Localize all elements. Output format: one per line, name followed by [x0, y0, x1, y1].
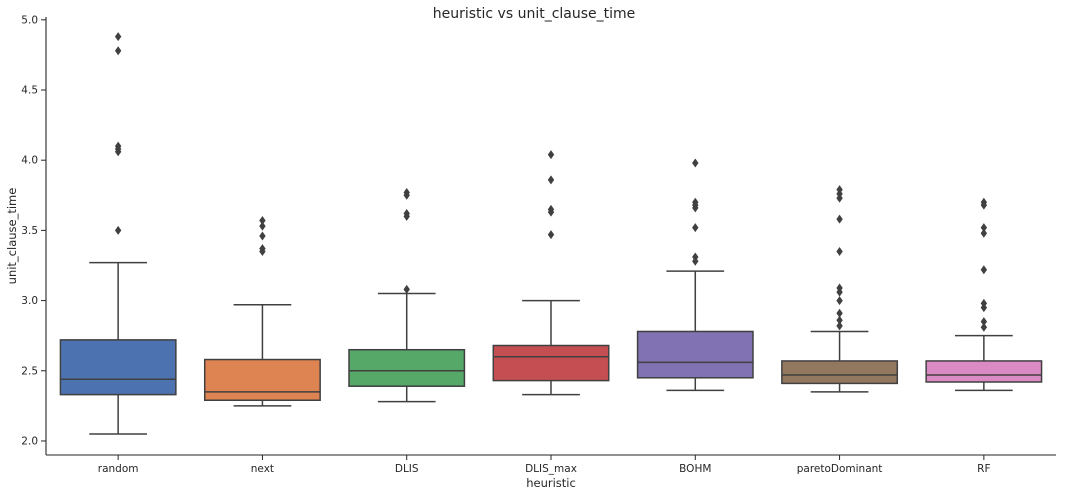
- outlier-point: [980, 317, 988, 327]
- outlier-point: [980, 298, 988, 308]
- outlier-point: [114, 141, 122, 151]
- outlier-point: [547, 230, 555, 240]
- x-tick-label-random: random: [98, 463, 139, 475]
- outlier-point: [259, 244, 266, 254]
- outlier-point: [114, 46, 122, 56]
- outlier-point: [836, 283, 843, 293]
- iqr-box: [203, 358, 321, 401]
- x-tick-label-DLIS_max: DLIS_max: [525, 463, 577, 475]
- outlier-point: [836, 315, 843, 325]
- outlier-point: [980, 223, 988, 233]
- y-tick-label: 3.0: [21, 295, 38, 307]
- outlier-point: [692, 223, 699, 233]
- chart-title: heuristic vs unit_clause_time: [433, 6, 636, 22]
- outlier-point: [403, 284, 410, 294]
- outlier-point: [692, 158, 699, 168]
- box-random: [59, 32, 177, 435]
- x-axis-ticks: random next DLIS DLIS_max BOHM paretoDominant…: [98, 455, 991, 475]
- y-axis-ticks: 2.0 2.5 3.0 3.5 4.0 4.5 5.0: [21, 14, 46, 447]
- y-tick-label: 4.5: [21, 85, 38, 97]
- box-BOHM: [636, 158, 754, 392]
- y-tick-label: 5.0: [21, 14, 38, 26]
- outlier-point: [836, 321, 843, 331]
- y-tick-label: 3.5: [21, 225, 38, 237]
- outlier-point: [114, 225, 122, 235]
- y-tick-label: 4.0: [21, 155, 38, 167]
- outlier-point: [403, 187, 410, 197]
- x-tick-label-paretoDominant: paretoDominant: [797, 463, 883, 475]
- x-tick-label-BOHM: BOHM: [679, 463, 711, 475]
- outlier-point: [836, 214, 843, 224]
- y-tick-label: 2.5: [21, 365, 38, 377]
- outlier-point: [980, 265, 988, 275]
- outlier-point: [547, 204, 555, 214]
- iqr-box: [492, 344, 610, 382]
- plot-area: [59, 32, 1043, 435]
- outlier-point: [692, 197, 699, 207]
- x-tick-label-RF: RF: [977, 463, 990, 475]
- outlier-point: [836, 246, 843, 256]
- outlier-point: [980, 228, 988, 238]
- x-axis-label: heuristic: [526, 476, 576, 490]
- x-tick-label-next: next: [251, 463, 274, 475]
- y-axis-label: unit_clause_time: [5, 188, 19, 285]
- outlier-point: [836, 308, 843, 318]
- iqr-box: [59, 339, 177, 396]
- outlier-point: [547, 150, 555, 160]
- outlier-point: [980, 322, 988, 332]
- outlier-point: [692, 252, 699, 262]
- box-DLIS_max: [492, 150, 610, 396]
- outlier-point: [547, 175, 555, 185]
- iqr-box: [925, 360, 1043, 383]
- outlier-point: [259, 216, 266, 226]
- box-RF: [925, 197, 1043, 392]
- iqr-box: [781, 360, 899, 385]
- outlier-point: [980, 197, 988, 207]
- outlier-point: [836, 296, 843, 306]
- box-next: [203, 216, 321, 407]
- outlier-point: [114, 32, 122, 42]
- outlier-point: [259, 221, 266, 231]
- iqr-box: [348, 348, 466, 387]
- y-tick-label: 2.0: [21, 435, 38, 447]
- iqr-box: [636, 330, 754, 379]
- x-tick-label-DLIS: DLIS: [395, 463, 419, 475]
- outlier-point: [259, 231, 266, 241]
- box-paretoDominant: [781, 185, 899, 393]
- box-DLIS: [348, 187, 466, 403]
- outlier-point: [403, 209, 410, 219]
- outlier-point: [836, 185, 843, 195]
